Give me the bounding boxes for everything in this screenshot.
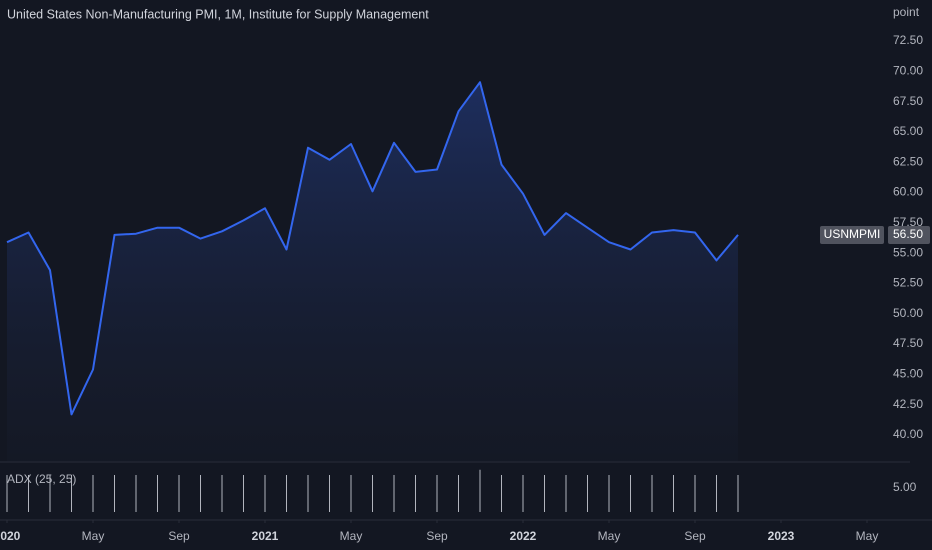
- y-tick-label: 72.50: [893, 33, 923, 47]
- last-value-label: 56.50: [893, 227, 923, 241]
- y-tick-label: 40.00: [893, 427, 923, 441]
- y-tick-label: 67.50: [893, 94, 923, 108]
- series-name-box: [820, 225, 884, 244]
- indicator-tick-label: 5.00: [893, 480, 917, 494]
- x-tick-label: May: [340, 529, 363, 543]
- x-tick-label: 2023: [768, 529, 795, 543]
- y-tick-label: 60.00: [893, 185, 923, 199]
- line: [6, 81, 739, 416]
- x-tick-label: May: [598, 529, 621, 543]
- x-tick-label: 2020: [0, 529, 21, 543]
- x-tick-label: Sep: [684, 529, 706, 543]
- y-tick-label: 65.00: [893, 124, 923, 138]
- x-tick-label: Sep: [426, 529, 448, 543]
- x-tick-label: 2021: [252, 529, 279, 543]
- x-tick-label: 2022: [510, 529, 537, 543]
- last-value-box: [888, 225, 930, 244]
- x-tick-label: May: [82, 529, 105, 543]
- y-tick-label: 52.50: [893, 276, 923, 290]
- y-tick-label: 55.00: [893, 245, 923, 259]
- x-tick-label: Sep: [168, 529, 190, 543]
- chart-title: United States Non-Manufacturing PMI, 1M,…: [7, 7, 429, 21]
- y-tick-label: 50.00: [893, 306, 923, 320]
- y-axis-label: point: [893, 5, 920, 19]
- y-tick-label: 45.00: [893, 367, 923, 381]
- y-tick-label: 62.50: [893, 154, 923, 168]
- area: [7, 82, 738, 462]
- indicator-name: ADX (25, 25): [7, 472, 76, 486]
- series-name-label: USNMPMI: [824, 227, 881, 241]
- y-tick-label: 70.00: [893, 63, 923, 77]
- y-tick-label: 57.50: [893, 215, 923, 229]
- x-tick-label: May: [856, 529, 879, 543]
- y-tick-label: 42.50: [893, 397, 923, 411]
- y-tick-label: 47.50: [893, 336, 923, 350]
